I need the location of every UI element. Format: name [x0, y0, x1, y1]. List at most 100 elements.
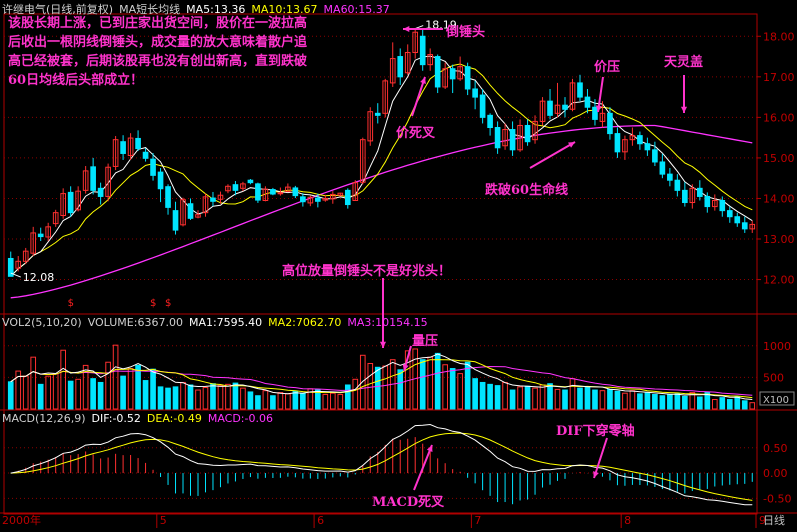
volume-unit-label: X100 — [763, 395, 789, 406]
volume-bar — [315, 389, 321, 410]
candle-body — [487, 114, 493, 129]
price-tick-label: 12.00 — [763, 274, 795, 287]
volume-bar — [210, 383, 216, 410]
candle-body — [584, 96, 591, 108]
label-break-60: 跌破60生命线 — [485, 183, 569, 198]
candle-body — [547, 100, 553, 116]
candle-body — [120, 141, 126, 154]
arrow-macd-death — [413, 444, 433, 491]
candle-body — [599, 112, 606, 122]
year-label: 2000年 — [2, 513, 41, 527]
candle-body — [404, 51, 411, 74]
candle-body — [419, 35, 426, 66]
volume-bar — [359, 354, 366, 410]
volume-bar — [682, 395, 688, 410]
dea-line — [10, 432, 753, 501]
volume-bar — [622, 392, 628, 410]
signal-marker: $ — [150, 298, 156, 309]
candle-body — [614, 133, 621, 153]
volume-bar — [337, 393, 344, 410]
low-marker-line — [10, 272, 21, 278]
volume-value: VOLUME:6367.00 — [87, 316, 183, 329]
candle-body — [741, 222, 748, 230]
volume-layer — [7, 344, 756, 410]
arrow-dif-zero — [593, 437, 608, 479]
volume-bar — [659, 395, 666, 410]
label-sky-cover: 天灵盖 — [664, 55, 704, 70]
candle-body — [67, 191, 74, 214]
candle-body — [127, 137, 134, 156]
volume-bar — [75, 378, 81, 410]
candle-body — [652, 149, 658, 163]
price-tick-label: 17.00 — [763, 71, 795, 84]
volume-tick-label: 1000 — [763, 340, 791, 353]
macd-value: MACD:-0.06 — [207, 412, 273, 425]
ma5-value: MA5:13.36 — [186, 3, 246, 16]
low-marker-label: 12.08 — [23, 271, 55, 284]
candle-body — [554, 104, 561, 114]
volume-header: VOL2(5,10,20) VOLUME:6367.00 MA1:7595.40 MA… — [2, 316, 434, 329]
ma5-line — [10, 55, 753, 277]
ma60-value: MA60:15.37 — [323, 3, 390, 16]
candle-body — [359, 139, 366, 183]
month-label: 6 — [317, 514, 324, 527]
macd-tick-label: -0.50 — [763, 492, 791, 505]
arrow-high-hammer-head — [379, 341, 387, 348]
candle-body — [697, 187, 703, 197]
volume-bar — [397, 369, 404, 410]
candle-body — [45, 226, 52, 238]
candle-body — [607, 112, 613, 135]
volume-bar — [479, 381, 486, 410]
candle-body — [30, 232, 37, 254]
arrow-break-60-head — [568, 142, 575, 148]
volume-bar — [82, 364, 89, 410]
volume-bar — [217, 385, 224, 410]
volume-bar — [105, 361, 111, 410]
volume-bar — [524, 385, 531, 410]
volume-bar — [150, 368, 156, 410]
volume-tick-label: 500 — [763, 371, 784, 384]
candle-body — [592, 106, 598, 120]
volume-bar — [344, 384, 351, 410]
candle-body — [82, 170, 89, 191]
price-header: 许继电气(日线,前复权) MA短长均线 MA5:13.36 MA10:13.67 MA6… — [2, 1, 396, 17]
volume-bar — [697, 396, 703, 410]
volume-bar — [674, 393, 681, 410]
candle-body — [382, 80, 389, 114]
label-death-cross: 价死叉 — [396, 126, 436, 141]
label-high-hammer: 高位放量倒锤头不是好兆头！ — [282, 264, 452, 279]
volume-bar — [457, 373, 463, 410]
volume-bar — [67, 380, 74, 410]
candle-body — [52, 212, 59, 225]
candle-body — [524, 124, 531, 143]
candle-body — [329, 193, 336, 200]
month-label: 7 — [474, 514, 481, 527]
volume-bar — [734, 396, 741, 410]
arrow-hammer-head — [403, 25, 410, 33]
volume-bar — [464, 361, 471, 410]
volume-bar — [449, 368, 456, 410]
volume-bar — [240, 387, 246, 410]
volume-bar — [374, 366, 381, 410]
ma10-line — [10, 63, 753, 277]
volume-unit-box — [759, 391, 795, 406]
candle-body — [97, 187, 104, 197]
price-tick-label: 15.00 — [763, 152, 795, 165]
candle-body — [210, 197, 216, 202]
label-hammer: 倒锤头 — [446, 25, 486, 40]
volume-bar — [592, 389, 598, 410]
candle-body — [427, 54, 434, 66]
volume-bar — [614, 390, 621, 410]
signal-marker: $ — [165, 298, 171, 309]
vol-ma3: MA3:10154.15 — [347, 316, 428, 329]
volume-bar — [749, 402, 756, 410]
volume-bar — [202, 387, 209, 410]
arrow-death-cross-head — [420, 77, 426, 84]
volume-bar — [741, 400, 748, 410]
candle-body — [157, 171, 164, 190]
candle-body — [674, 179, 681, 191]
volume-bar — [45, 375, 52, 410]
arrow-break-60 — [529, 141, 576, 169]
volume-ma1-line — [10, 353, 753, 400]
